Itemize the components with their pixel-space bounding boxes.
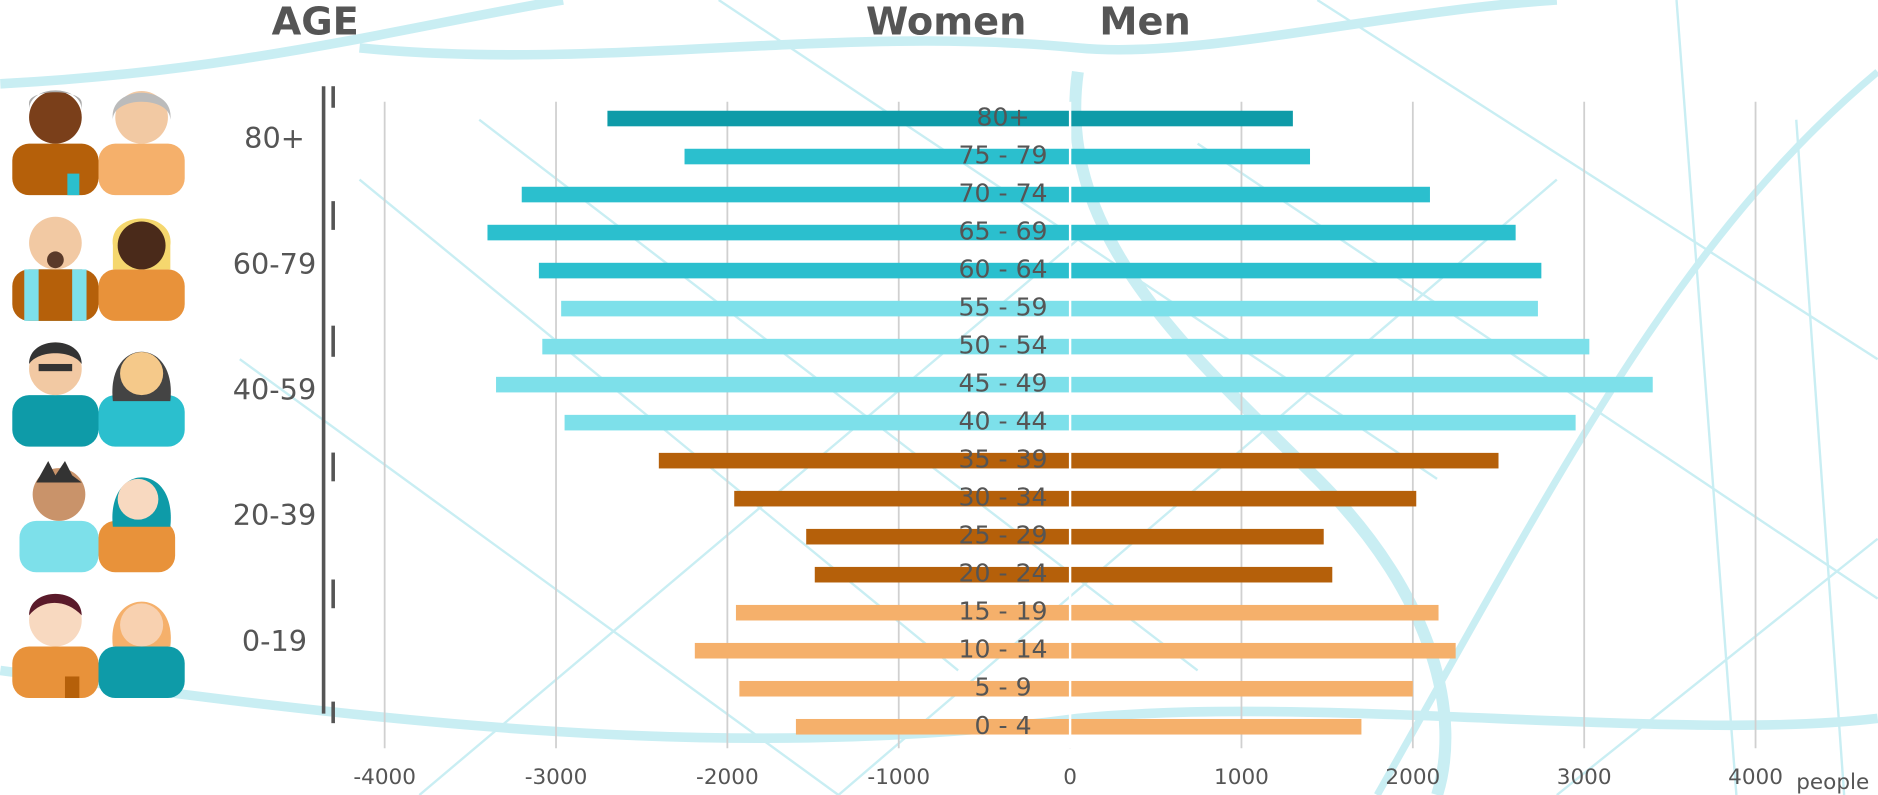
category-label: 10 - 14	[959, 635, 1048, 664]
bar	[1070, 262, 1542, 279]
bar	[734, 490, 1071, 507]
age-group-label: 20-39	[233, 498, 316, 532]
category-label: 70 - 74	[959, 179, 1048, 208]
bar	[1070, 490, 1417, 507]
bar	[814, 566, 1071, 583]
bar	[1070, 186, 1430, 203]
x-unit: people	[1796, 770, 1869, 795]
x-tick-label: 4000	[1728, 765, 1783, 790]
bar	[1070, 642, 1456, 659]
bar	[795, 718, 1071, 735]
x-tick-label: 0	[1063, 765, 1077, 790]
icons	[12, 90, 185, 699]
category-label: 20 - 24	[959, 559, 1048, 588]
bar	[1070, 148, 1311, 165]
bar	[1070, 224, 1516, 241]
bar	[564, 414, 1071, 431]
bar	[538, 262, 1071, 279]
category-label: 80+	[977, 103, 1030, 132]
bar	[1070, 680, 1413, 697]
bar	[1070, 414, 1576, 431]
age-group-label: 40-59	[233, 373, 316, 407]
x-tick-label: -1000	[867, 765, 930, 790]
x-tick-label: -4000	[353, 765, 416, 790]
x-tick-label: -3000	[525, 765, 588, 790]
category-label: 5 - 9	[975, 673, 1032, 702]
bar	[1070, 566, 1333, 583]
bar	[694, 642, 1071, 659]
bar	[684, 148, 1071, 165]
category-label: 15 - 19	[959, 597, 1048, 626]
x-tick-label: 3000	[1557, 765, 1612, 790]
x-tick-label: -2000	[696, 765, 759, 790]
bar	[561, 300, 1071, 317]
age-group-label: 80+	[244, 121, 305, 155]
bar	[735, 604, 1071, 621]
category-label: 25 - 29	[959, 521, 1048, 550]
bar	[1070, 338, 1590, 355]
age-bracket	[321, 86, 335, 724]
category-label: 0 - 4	[975, 711, 1032, 740]
category-label: 75 - 79	[959, 141, 1048, 170]
category-label: 45 - 49	[959, 369, 1048, 398]
bar	[1070, 110, 1293, 127]
age-group-label: 0-19	[242, 624, 307, 658]
bar	[1070, 376, 1653, 393]
bar	[1070, 528, 1324, 545]
category-label: 35 - 39	[959, 445, 1048, 474]
category-label: 30 - 34	[959, 483, 1048, 512]
x-tick-label: 2000	[1385, 765, 1440, 790]
bar	[487, 224, 1071, 241]
bar	[806, 528, 1071, 545]
bar	[1070, 718, 1362, 735]
category-label: 50 - 54	[959, 331, 1048, 360]
category-label: 65 - 69	[959, 217, 1048, 246]
bar	[607, 110, 1071, 127]
x-tick-label: 1000	[1214, 765, 1269, 790]
bar	[1070, 604, 1439, 621]
bar	[521, 186, 1071, 203]
men-header: Men	[1099, 0, 1190, 44]
bar	[1070, 452, 1499, 469]
category-label: 55 - 59	[959, 293, 1048, 322]
category-label: 60 - 64	[959, 255, 1048, 284]
bar	[658, 452, 1071, 469]
bar	[739, 680, 1071, 697]
women-header: Women	[866, 0, 1026, 44]
category-label: 40 - 44	[959, 407, 1048, 436]
age-group-label: 60-79	[233, 247, 316, 281]
bar	[1070, 300, 1538, 317]
age-header: AGE	[272, 0, 359, 44]
bar	[542, 338, 1071, 355]
bar	[496, 376, 1071, 393]
